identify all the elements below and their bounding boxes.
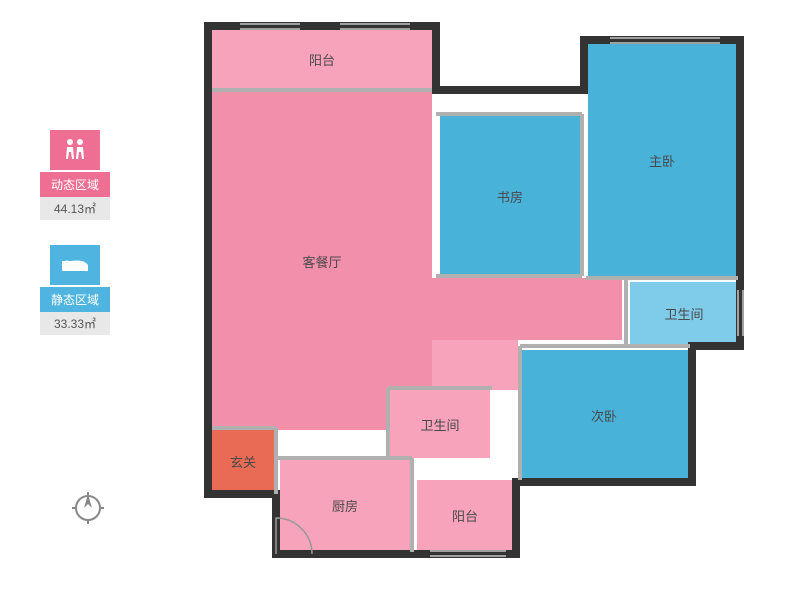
room-balcony_top: 阳台 <box>212 28 432 90</box>
room-label-study: 书房 <box>497 187 523 206</box>
room-hall_ext <box>432 340 518 390</box>
people-icon <box>50 130 100 170</box>
room-bath_guest: 卫生间 <box>390 390 490 458</box>
room-master_bed: 主卧 <box>588 44 736 276</box>
room-bath_master: 卫生间 <box>630 282 738 344</box>
room-label-bath_guest: 卫生间 <box>420 415 459 434</box>
room-label-master_bed: 主卧 <box>649 151 675 170</box>
floorplan: 阳台客餐厅书房主卧卫生间卫生间次卧玄关厨房阳台 <box>190 20 750 570</box>
room-label-entrance: 玄关 <box>230 452 256 471</box>
legend-panel: 动态区域 44.13㎡ 静态区域 33.33㎡ <box>40 130 110 360</box>
compass-icon <box>70 490 106 526</box>
legend-static: 静态区域 33.33㎡ <box>40 245 110 335</box>
room-entrance: 玄关 <box>212 430 274 492</box>
room-corridor <box>432 278 622 340</box>
room-label-kitchen: 厨房 <box>332 496 358 515</box>
room-label-living_dining: 客餐厅 <box>302 252 341 271</box>
bed-icon <box>50 245 100 285</box>
room-balcony_bot: 阳台 <box>417 480 513 550</box>
legend-static-label: 静态区域 <box>40 287 110 312</box>
legend-dynamic-value: 44.13㎡ <box>40 197 110 220</box>
legend-dynamic: 动态区域 44.13㎡ <box>40 130 110 220</box>
room-label-bath_master: 卫生间 <box>664 304 703 323</box>
room-label-balcony_top: 阳台 <box>309 50 335 69</box>
room-label-balcony_bot: 阳台 <box>452 506 478 525</box>
room-label-second_bed: 次卧 <box>591 406 617 425</box>
legend-dynamic-label: 动态区域 <box>40 172 110 197</box>
room-second_bed: 次卧 <box>520 350 688 480</box>
legend-static-value: 33.33㎡ <box>40 312 110 335</box>
room-living_dining: 客餐厅 <box>212 92 432 430</box>
room-kitchen: 厨房 <box>280 460 410 550</box>
room-study: 书房 <box>440 116 580 276</box>
